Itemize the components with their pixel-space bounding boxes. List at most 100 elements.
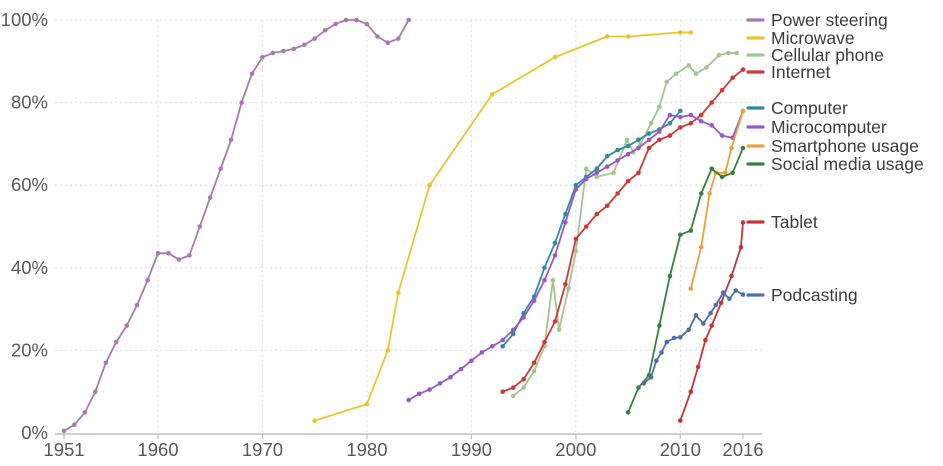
series-point-power-steering xyxy=(322,28,328,33)
series-point-tablet xyxy=(709,323,714,328)
series-point-power-steering xyxy=(333,21,338,27)
series-point-microcomputer xyxy=(552,253,558,258)
series-point-internet xyxy=(573,236,579,242)
series-point-microwave xyxy=(385,348,391,353)
series-point-cellular-phone xyxy=(556,327,562,333)
series-point-podcasting xyxy=(671,335,677,341)
series-point-microwave xyxy=(427,182,432,188)
series-point-internet xyxy=(584,224,589,229)
series-point-cellular-phone xyxy=(550,277,556,283)
series-point-power-steering xyxy=(176,257,182,262)
series-point-cellular-phone xyxy=(521,385,526,390)
series-point-internet xyxy=(636,170,641,176)
series-point-microcomputer xyxy=(563,220,568,225)
series-point-microcomputer xyxy=(500,337,506,343)
legend-label-computer: Computer xyxy=(771,98,848,118)
series-point-internet xyxy=(625,178,631,184)
series-point-internet xyxy=(500,389,506,395)
series-point-microwave xyxy=(688,30,694,35)
series-point-microcomputer xyxy=(636,145,641,151)
series-point-computer xyxy=(552,240,558,246)
series-point-power-steering xyxy=(166,251,171,256)
y-axis-label-0: 0% xyxy=(21,422,48,443)
x-axis-label-1990: 1990 xyxy=(451,439,492,460)
series-point-microwave xyxy=(678,30,683,35)
series-point-podcasting xyxy=(659,350,664,355)
series-point-microwave xyxy=(396,290,401,295)
series-point-power-steering xyxy=(406,17,412,23)
legend-label-cellular-phone: Cellular phone xyxy=(771,45,884,65)
series-point-internet xyxy=(531,360,537,366)
series-point-social-media-usage xyxy=(709,166,714,171)
y-axis-label-40: 40% xyxy=(11,257,48,278)
series-line-power-steering xyxy=(63,19,410,432)
series-point-microcomputer xyxy=(698,118,704,124)
series-point-power-steering xyxy=(343,17,349,23)
series-point-tablet xyxy=(695,364,701,370)
series-point-smartphone-usage xyxy=(722,170,728,176)
series-point-podcasting xyxy=(740,292,746,297)
series-point-power-steering xyxy=(291,46,297,52)
series-point-podcasting xyxy=(733,288,738,293)
series-point-tablet xyxy=(738,244,744,250)
series-point-cellular-phone xyxy=(673,71,679,76)
legend-label-tablet: Tablet xyxy=(771,212,818,232)
series-point-microcomputer xyxy=(531,298,537,304)
series-point-microwave xyxy=(625,34,631,39)
series-point-microwave xyxy=(312,418,318,423)
series-point-cellular-phone xyxy=(734,50,739,56)
series-point-cellular-phone xyxy=(624,137,630,143)
series-point-tablet xyxy=(740,220,746,225)
series-point-microcomputer xyxy=(615,158,620,163)
series-point-power-steering xyxy=(155,251,161,256)
series-point-cellular-phone xyxy=(566,286,571,291)
series-point-social-media-usage xyxy=(625,410,631,415)
series-point-internet xyxy=(678,125,683,130)
series-point-cellular-phone xyxy=(664,79,669,85)
series-point-internet xyxy=(730,75,735,81)
series-point-microcomputer xyxy=(458,366,464,372)
series-point-power-steering xyxy=(218,166,223,171)
series-point-cellular-phone xyxy=(704,65,709,70)
series-point-power-steering xyxy=(228,137,234,143)
series-point-internet xyxy=(719,87,725,93)
series-point-social-media-usage xyxy=(740,145,746,151)
series-point-internet xyxy=(657,137,662,143)
series-point-social-media-usage xyxy=(657,323,662,328)
series-point-microcomputer xyxy=(479,350,485,355)
series-point-power-steering xyxy=(145,277,150,283)
series-point-microcomputer xyxy=(646,137,652,143)
series-point-smartphone-usage xyxy=(729,145,734,151)
legend-label-internet: Internet xyxy=(771,62,830,82)
series-point-microcomputer xyxy=(604,164,610,169)
series-point-power-steering xyxy=(124,323,129,328)
series-point-internet xyxy=(604,203,610,209)
series-point-computer xyxy=(563,211,568,217)
series-point-social-media-usage xyxy=(688,228,694,233)
series-point-internet xyxy=(552,319,558,324)
series-point-microcomputer xyxy=(490,344,495,349)
series-point-tablet xyxy=(678,418,683,423)
series-point-microcomputer xyxy=(573,187,579,192)
series-point-power-steering xyxy=(134,302,140,308)
legend-label-microcomputer: Microcomputer xyxy=(771,117,887,137)
series-point-microcomputer xyxy=(625,151,631,157)
series-point-microcomputer xyxy=(448,374,453,380)
series-point-computer xyxy=(678,108,683,114)
series-point-power-steering xyxy=(312,36,318,41)
series-point-power-steering xyxy=(207,195,213,200)
series-point-cellular-phone xyxy=(584,166,589,171)
series-point-social-media-usage xyxy=(667,273,673,279)
series-point-microcomputer xyxy=(678,114,683,120)
series-point-cellular-phone xyxy=(726,50,731,56)
series-point-computer xyxy=(500,344,506,349)
series-point-power-steering xyxy=(103,360,109,366)
series-point-internet xyxy=(563,282,568,287)
series-point-social-media-usage xyxy=(719,174,725,180)
series-line-internet xyxy=(501,68,744,393)
series-point-internet xyxy=(594,211,600,217)
series-point-podcasting xyxy=(641,381,647,386)
series-point-microcomputer xyxy=(469,358,474,364)
